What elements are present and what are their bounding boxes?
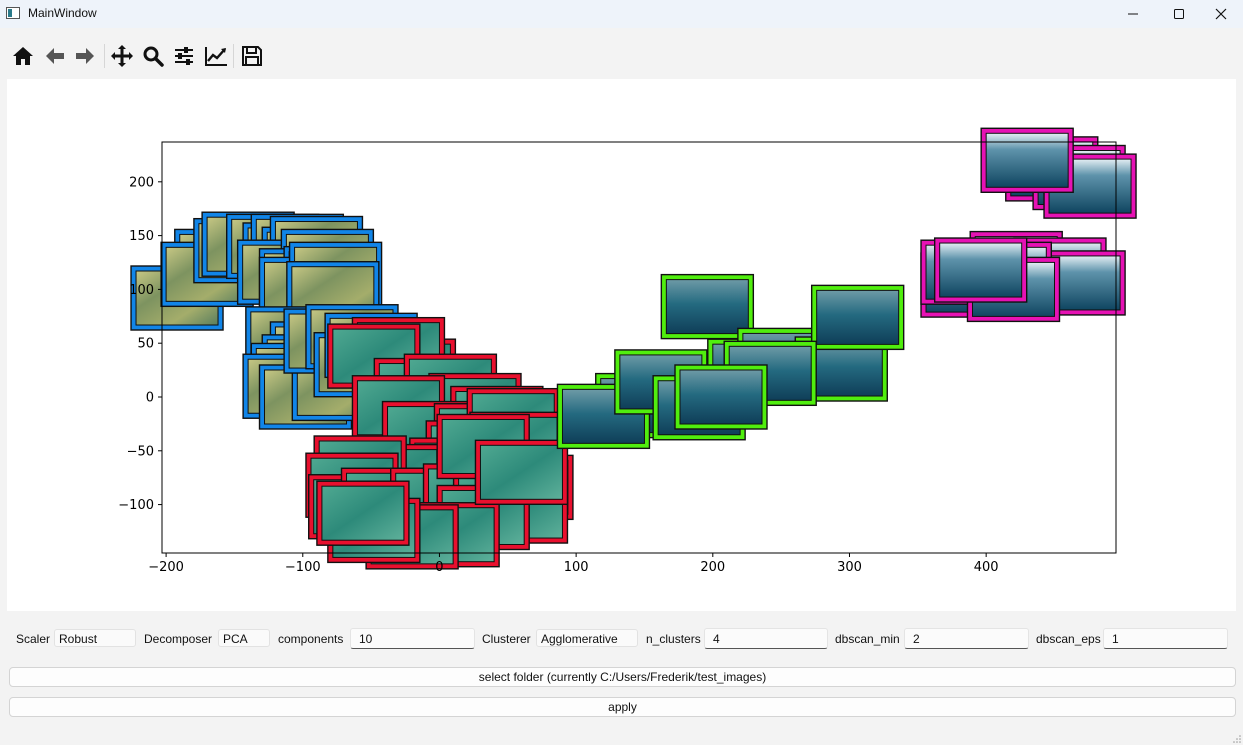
cluster-3-thumbnail[interactable]: [933, 237, 1028, 303]
scaler-label: Scaler: [16, 632, 51, 646]
y-tick-label: −50: [127, 444, 154, 459]
x-tick-label: 300: [837, 560, 862, 575]
x-tick-label: 100: [564, 560, 589, 575]
y-tick-label: −100: [118, 498, 154, 513]
parameter-bar: Scaler Robust Decomposer PCA components …: [0, 626, 1243, 650]
cluster-3-thumbnail[interactable]: [980, 127, 1074, 193]
select-folder-button[interactable]: select folder (currently C:/Users/Freder…: [9, 667, 1236, 687]
home-icon: [13, 47, 33, 65]
close-button[interactable]: [1198, 0, 1243, 28]
x-tick-label: 400: [974, 560, 999, 575]
subplots-config-icon: [175, 47, 193, 65]
zoom-icon: [143, 46, 164, 67]
resize-grip-icon[interactable]: [1233, 735, 1241, 743]
subplots-config-button[interactable]: [170, 42, 198, 70]
y-tick-label: 150: [129, 229, 154, 244]
navigation-toolbar: [0, 36, 1243, 76]
components-label: components: [278, 632, 344, 646]
axes-edit-icon: [205, 47, 227, 66]
x-tick-label: −100: [285, 560, 321, 575]
dbscan-eps-label: dbscan_eps: [1036, 632, 1101, 646]
toolbar-separator: [233, 44, 234, 68]
dbscan-min-input[interactable]: 2: [904, 628, 1029, 649]
window-title: MainWindow: [28, 6, 97, 20]
dbscan-eps-input[interactable]: 1: [1103, 628, 1228, 649]
back-button[interactable]: [41, 42, 69, 70]
minimize-button[interactable]: [1110, 0, 1156, 28]
x-tick-label: −200: [148, 560, 184, 575]
x-tick-label: 0: [435, 560, 443, 575]
clusterer-combobox[interactable]: Agglomerative: [536, 629, 638, 647]
zoom-button[interactable]: [139, 42, 167, 70]
apply-button[interactable]: apply: [9, 697, 1236, 717]
components-input[interactable]: 10: [350, 628, 475, 649]
maximize-button[interactable]: [1156, 0, 1202, 28]
scaler-combobox[interactable]: Robust: [54, 629, 136, 647]
plot-canvas[interactable]: −200 −100 0 100 200 300 400 −100 −50 0 50 100 150 200: [7, 79, 1236, 611]
pan-button[interactable]: [108, 42, 136, 70]
n-clusters-input[interactable]: 4: [704, 628, 828, 649]
x-tick-label: 200: [700, 560, 725, 575]
clusterer-label: Clusterer: [482, 632, 531, 646]
n-clusters-label: n_clusters: [646, 632, 701, 646]
y-tick-label: 0: [146, 390, 154, 405]
scatter-plot[interactable]: −200 −100 0 100 200 300 400 −100 −50 0 50 100 150 200: [7, 79, 1236, 611]
axes-frame: [161, 141, 1117, 554]
forward-arrow-icon: [76, 48, 94, 64]
app-icon: [6, 7, 20, 19]
cluster-2-thumbnail[interactable]: [674, 364, 768, 430]
pan-icon: [111, 45, 133, 67]
dbscan-min-label: dbscan_min: [835, 632, 900, 646]
toolbar-separator: [104, 44, 105, 68]
cluster-1-thumbnail[interactable]: [474, 439, 569, 506]
y-tick-label: 200: [129, 175, 154, 190]
y-tick-label: 100: [129, 283, 154, 298]
forward-button[interactable]: [71, 42, 99, 70]
axes-edit-button[interactable]: [202, 42, 230, 70]
y-tick-label: 50: [137, 337, 154, 352]
save-button[interactable]: [238, 42, 266, 70]
decomposer-label: Decomposer: [144, 632, 213, 646]
back-arrow-icon: [46, 48, 64, 64]
decomposer-combobox[interactable]: PCA: [218, 629, 270, 647]
title-bar: MainWindow: [0, 0, 1243, 28]
cluster-1-thumbnail[interactable]: [316, 480, 410, 546]
cluster-2-thumbnail[interactable]: [810, 284, 905, 351]
save-icon: [242, 46, 262, 66]
home-button[interactable]: [9, 42, 37, 70]
